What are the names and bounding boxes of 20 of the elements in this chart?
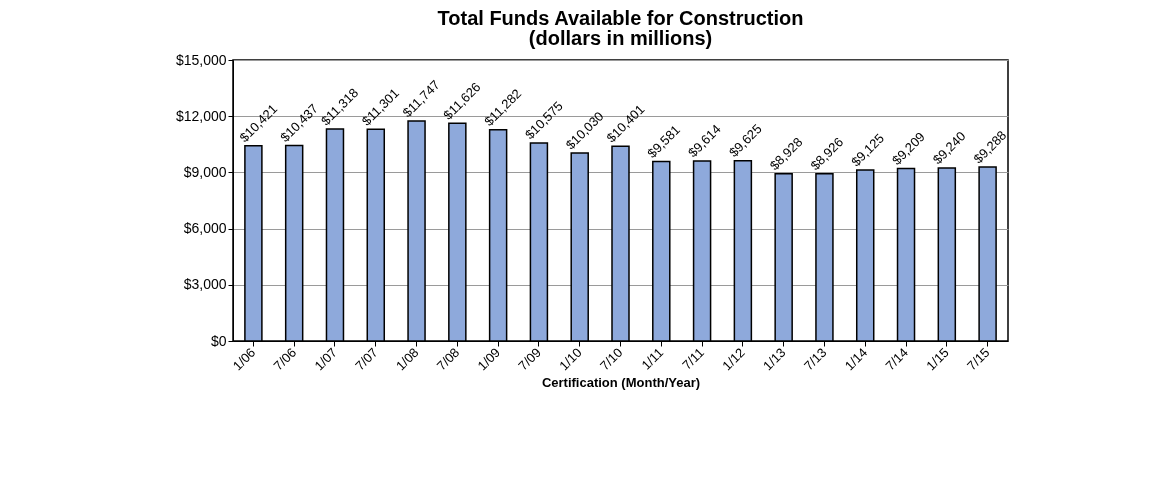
y-tick-label: $6,000 [183,220,227,237]
x-tick-label: 7/14 [882,344,911,374]
x-tick-label: 7/09 [515,344,544,374]
x-tick-label: 7/13 [800,344,830,374]
y-tick-label: $0 [210,332,227,349]
x-tick-label: 7/08 [433,344,463,374]
x-tick-label: 1/11 [638,344,667,373]
y-tick-label: $15,000 [175,51,227,68]
x-tick-label: 1/06 [229,344,259,374]
chart-title: Total Funds Available for Construction [437,7,804,29]
x-tick-label: 1/14 [841,344,871,374]
x-tick-label: 7/06 [270,344,300,374]
x-tick-label: 7/10 [596,344,626,374]
y-tick-label: $12,000 [175,107,227,124]
x-axis-title: Certification (Month/Year) [541,375,701,391]
x-tick-label: 7/15 [964,344,993,374]
chart-subtitle: (dollars in millions) [528,27,713,49]
y-tick-label: $3,000 [183,276,227,293]
y-tick-label: $9,000 [183,163,227,180]
x-tick-label: 7/11 [679,344,708,373]
